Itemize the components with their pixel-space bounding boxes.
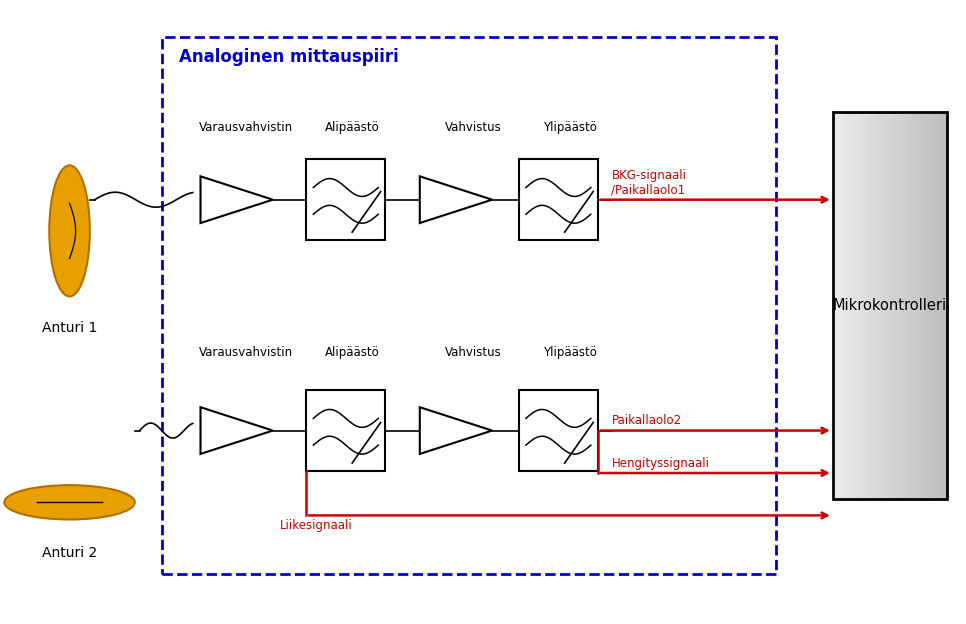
FancyBboxPatch shape [862,112,864,499]
FancyBboxPatch shape [907,112,910,499]
FancyBboxPatch shape [854,112,857,499]
FancyBboxPatch shape [858,112,861,499]
FancyBboxPatch shape [863,112,866,499]
Text: Mikrokontrolleri: Mikrokontrolleri [833,298,947,313]
FancyBboxPatch shape [901,112,904,499]
FancyBboxPatch shape [897,112,900,499]
FancyBboxPatch shape [856,112,859,499]
FancyBboxPatch shape [890,112,893,499]
FancyBboxPatch shape [867,112,869,499]
FancyBboxPatch shape [941,112,944,499]
FancyBboxPatch shape [835,112,838,499]
FancyBboxPatch shape [852,112,855,499]
Ellipse shape [4,485,135,519]
FancyBboxPatch shape [844,112,847,499]
FancyBboxPatch shape [860,112,863,499]
FancyBboxPatch shape [872,112,875,499]
FancyBboxPatch shape [865,112,867,499]
FancyBboxPatch shape [911,112,914,499]
FancyBboxPatch shape [884,112,887,499]
FancyBboxPatch shape [878,112,881,499]
FancyBboxPatch shape [899,112,902,499]
FancyBboxPatch shape [306,390,385,471]
FancyBboxPatch shape [880,112,883,499]
FancyBboxPatch shape [519,390,598,471]
Text: BKG-signaali
/Paikallaolo1: BKG-signaali /Paikallaolo1 [611,168,687,197]
FancyBboxPatch shape [943,112,946,499]
Text: Alipäästö: Alipäästö [326,346,380,359]
FancyBboxPatch shape [905,112,908,499]
Ellipse shape [49,165,90,296]
FancyBboxPatch shape [838,112,841,499]
Text: Ylipäästö: Ylipäästö [543,121,597,134]
FancyBboxPatch shape [913,112,916,499]
FancyBboxPatch shape [917,112,920,499]
FancyBboxPatch shape [927,112,930,499]
FancyBboxPatch shape [876,112,879,499]
FancyBboxPatch shape [837,112,839,499]
FancyBboxPatch shape [945,112,948,499]
FancyBboxPatch shape [888,112,891,499]
Text: Vahvistus: Vahvistus [445,121,501,134]
FancyBboxPatch shape [935,112,938,499]
FancyBboxPatch shape [894,112,896,499]
FancyBboxPatch shape [870,112,873,499]
FancyBboxPatch shape [933,112,936,499]
Polygon shape [420,407,492,454]
Text: Ylipäästö: Ylipäästö [543,346,597,359]
FancyBboxPatch shape [925,112,928,499]
FancyBboxPatch shape [840,112,843,499]
Text: Liikesignaali: Liikesignaali [280,519,353,532]
FancyBboxPatch shape [939,112,942,499]
FancyBboxPatch shape [874,112,877,499]
FancyBboxPatch shape [922,112,924,499]
FancyBboxPatch shape [909,112,912,499]
Text: Anturi 2: Anturi 2 [42,546,98,560]
FancyBboxPatch shape [929,112,932,499]
Polygon shape [420,177,492,223]
Text: Alipäästö: Alipäästö [326,121,380,134]
FancyBboxPatch shape [920,112,923,499]
FancyBboxPatch shape [923,112,926,499]
Text: Varausvahvistin: Varausvahvistin [199,121,294,134]
FancyBboxPatch shape [918,112,921,499]
Polygon shape [201,407,272,454]
FancyBboxPatch shape [931,112,934,499]
FancyBboxPatch shape [850,112,853,499]
FancyBboxPatch shape [895,112,898,499]
FancyBboxPatch shape [848,112,851,499]
Text: Paikallaolo2: Paikallaolo2 [611,414,682,427]
Text: Anturi 1: Anturi 1 [42,321,98,335]
FancyBboxPatch shape [886,112,889,499]
FancyBboxPatch shape [833,112,836,499]
FancyBboxPatch shape [519,159,598,240]
FancyBboxPatch shape [868,112,871,499]
FancyBboxPatch shape [915,112,918,499]
FancyBboxPatch shape [842,112,845,499]
Text: Vahvistus: Vahvistus [445,346,501,359]
Text: Hengityssignaali: Hengityssignaali [611,457,709,470]
Text: Varausvahvistin: Varausvahvistin [199,346,294,359]
FancyBboxPatch shape [882,112,885,499]
FancyBboxPatch shape [892,112,895,499]
FancyBboxPatch shape [937,112,940,499]
FancyBboxPatch shape [903,112,906,499]
FancyBboxPatch shape [306,159,385,240]
Polygon shape [201,177,272,223]
FancyBboxPatch shape [846,112,849,499]
Text: Analoginen mittauspiiri: Analoginen mittauspiiri [179,47,398,66]
